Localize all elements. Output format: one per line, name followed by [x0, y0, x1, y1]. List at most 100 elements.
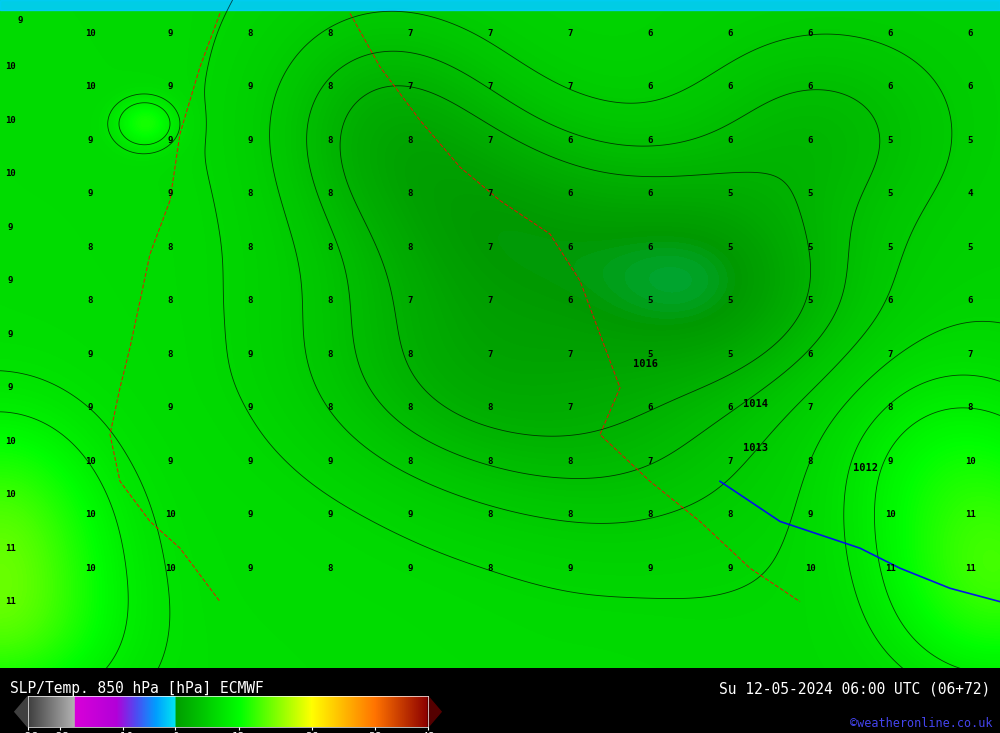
- Text: 8: 8: [327, 189, 333, 199]
- Text: 6: 6: [647, 403, 653, 412]
- Text: 6: 6: [567, 136, 573, 145]
- Text: 6: 6: [887, 82, 893, 92]
- Text: 8: 8: [327, 136, 333, 145]
- Text: 7: 7: [567, 82, 573, 92]
- Text: 11: 11: [965, 510, 975, 519]
- Text: 9: 9: [87, 403, 93, 412]
- Text: 8: 8: [247, 243, 253, 252]
- Text: 8: 8: [327, 403, 333, 412]
- Text: 10: 10: [965, 457, 975, 465]
- Text: 10: 10: [85, 564, 95, 572]
- Text: 7: 7: [487, 296, 493, 306]
- Text: 10: 10: [85, 457, 95, 465]
- Text: 9: 9: [727, 564, 733, 572]
- Text: 8: 8: [487, 510, 493, 519]
- Text: 1016: 1016: [633, 359, 658, 369]
- Text: 9: 9: [407, 564, 413, 572]
- Text: 5: 5: [807, 189, 813, 199]
- Text: 8: 8: [247, 189, 253, 199]
- Text: 7: 7: [487, 243, 493, 252]
- Text: 8: 8: [167, 350, 173, 358]
- Text: 5: 5: [887, 189, 893, 199]
- Text: 5: 5: [887, 243, 893, 252]
- Text: 9: 9: [17, 15, 23, 24]
- Text: 9: 9: [407, 510, 413, 519]
- Text: 9: 9: [7, 330, 13, 339]
- Text: 10: 10: [165, 564, 175, 572]
- Text: 8: 8: [487, 403, 493, 412]
- Text: 8: 8: [167, 296, 173, 306]
- Text: 10: 10: [885, 510, 895, 519]
- Text: 6: 6: [647, 82, 653, 92]
- Text: 9: 9: [647, 564, 653, 572]
- Text: 9: 9: [247, 350, 253, 358]
- Text: 5: 5: [887, 136, 893, 145]
- Polygon shape: [428, 696, 441, 727]
- Text: 9: 9: [887, 457, 893, 465]
- Text: 7: 7: [567, 29, 573, 38]
- Text: 9: 9: [7, 223, 13, 232]
- Text: 10: 10: [5, 169, 15, 178]
- Text: 1013: 1013: [742, 443, 768, 453]
- Text: 6: 6: [647, 136, 653, 145]
- Text: 8: 8: [887, 403, 893, 412]
- Text: 9: 9: [167, 136, 173, 145]
- Text: 6: 6: [887, 296, 893, 306]
- Text: 8: 8: [727, 510, 733, 519]
- Text: 10: 10: [5, 62, 15, 71]
- Text: 7: 7: [967, 350, 973, 358]
- Text: 5: 5: [807, 243, 813, 252]
- Text: 7: 7: [407, 296, 413, 306]
- Text: 9: 9: [167, 457, 173, 465]
- Text: 7: 7: [647, 457, 653, 465]
- Text: 8: 8: [487, 564, 493, 572]
- Text: 5: 5: [647, 350, 653, 358]
- Text: 8: 8: [407, 189, 413, 199]
- Text: 8: 8: [327, 564, 333, 572]
- Text: 9: 9: [167, 403, 173, 412]
- Text: 6: 6: [567, 296, 573, 306]
- Text: 9: 9: [247, 564, 253, 572]
- Text: 9: 9: [167, 189, 173, 199]
- Text: 6: 6: [967, 82, 973, 92]
- Text: 9: 9: [247, 510, 253, 519]
- Text: 1012: 1012: [852, 463, 878, 473]
- Text: 4: 4: [967, 189, 973, 199]
- Text: 8: 8: [327, 296, 333, 306]
- Text: 6: 6: [807, 136, 813, 145]
- Text: 6: 6: [807, 29, 813, 38]
- Text: SLP/Temp. 850 hPa [hPa] ECMWF: SLP/Temp. 850 hPa [hPa] ECMWF: [10, 682, 264, 696]
- Text: 5: 5: [727, 296, 733, 306]
- Text: 5: 5: [807, 296, 813, 306]
- Text: 8: 8: [87, 243, 93, 252]
- Text: 8: 8: [407, 403, 413, 412]
- Text: 1014: 1014: [742, 399, 768, 410]
- Text: Su 12-05-2024 06:00 UTC (06+72): Su 12-05-2024 06:00 UTC (06+72): [719, 682, 990, 696]
- Text: 10: 10: [5, 116, 15, 125]
- Text: 6: 6: [967, 29, 973, 38]
- Text: 5: 5: [647, 296, 653, 306]
- Text: 8: 8: [87, 296, 93, 306]
- Text: 8: 8: [327, 29, 333, 38]
- Text: 8: 8: [247, 296, 253, 306]
- Text: 9: 9: [247, 82, 253, 92]
- Text: 7: 7: [487, 29, 493, 38]
- Text: 11: 11: [885, 564, 895, 572]
- Text: 7: 7: [487, 189, 493, 199]
- Text: 8: 8: [327, 82, 333, 92]
- Text: 5: 5: [727, 350, 733, 358]
- Text: 6: 6: [727, 403, 733, 412]
- Text: 10: 10: [5, 437, 15, 446]
- Text: 8: 8: [407, 136, 413, 145]
- Text: 8: 8: [407, 457, 413, 465]
- Text: 11: 11: [5, 597, 15, 606]
- Text: 8: 8: [407, 243, 413, 252]
- Text: 8: 8: [407, 350, 413, 358]
- Text: 10: 10: [5, 490, 15, 499]
- Text: 5: 5: [967, 136, 973, 145]
- Text: 10: 10: [85, 29, 95, 38]
- Text: 9: 9: [7, 383, 13, 392]
- Text: 9: 9: [567, 564, 573, 572]
- Text: 9: 9: [247, 457, 253, 465]
- Text: ©weatheronline.co.uk: ©weatheronline.co.uk: [850, 717, 992, 730]
